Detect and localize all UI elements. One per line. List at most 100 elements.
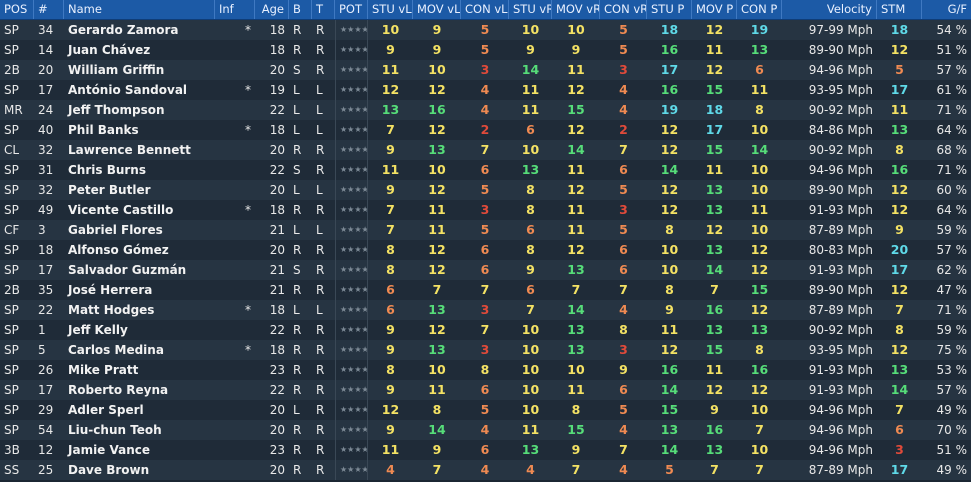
cell-player-name[interactable]: Salvador Guzmán	[68, 263, 187, 277]
cell-gf-ratio: 64 %	[936, 203, 968, 217]
table-row[interactable]: SP 54 Liu-chun Teoh 20 R R ★★★★ 9 14 4 11 15 4 13 16 7 9…	[0, 420, 971, 440]
table-row[interactable]: SP 34 Gerardo Zamora * 18 RR ★★★★★ 10 9 5 10 10 5 18 1…	[0, 20, 971, 40]
cell-throws: R	[316, 163, 325, 177]
col-header-con-p[interactable]: CON P	[737, 0, 782, 19]
cell-con-p: 8	[755, 342, 764, 357]
cell-player-name[interactable]: Peter Butler	[68, 183, 151, 197]
cell-mov-vr: 11	[567, 162, 585, 177]
cell-stu-p: 14	[660, 382, 679, 397]
cell-player-name[interactable]: José Herrera	[68, 283, 153, 297]
cell-throws: L	[316, 223, 323, 237]
col-header-stm[interactable]: STM	[877, 0, 922, 19]
cell-stamina: 20	[890, 242, 909, 257]
cell-player-name[interactable]: António Sandoval	[68, 83, 188, 97]
cell-player-name[interactable]: Jeff Thompson	[68, 103, 165, 117]
cell-con-p: 12	[750, 242, 769, 257]
cell-bats: S	[293, 63, 301, 77]
cell-inf	[215, 320, 255, 340]
cell-player-name[interactable]: Adler Sperl	[68, 403, 144, 417]
table-row[interactable]: 3B 12 Jamie Vance 23 R R ★★★★ 11 9 6 13 9 7 14 13 10 94-…	[0, 440, 971, 460]
cell-player-name[interactable]: Alfonso Gómez	[68, 243, 169, 257]
table-row[interactable]: CL 32 Lawrence Bennett 20 R R ★★★★ 9 13 7 10 14 7 12 1…	[0, 140, 971, 160]
table-row[interactable]: SP 1 Jeff Kelly 22 R R ★★★★ 9 12 7 10 13 8 11 13 13 90-9…	[0, 320, 971, 340]
cell-player-name[interactable]: Chris Burns	[68, 163, 146, 177]
cell-player-name[interactable]: Jamie Vance	[68, 443, 151, 457]
cell-player-name[interactable]: Mike Pratt	[68, 363, 139, 377]
cell-con-vl: 4	[480, 422, 490, 437]
table-row[interactable]: SP 18 Alfonso Gómez 20 R R ★★★★ 8 12 6 8 12 6 10 13 12 8…	[0, 240, 971, 260]
table-row[interactable]: SP 32 Peter Butler 20 L L ★★★★ 9 12 5 8 12 5 12 13 10 89…	[0, 180, 971, 200]
cell-stu-p: 12	[660, 142, 679, 157]
cell-mov-vr: 13	[567, 342, 585, 357]
cell-player-name[interactable]: Juan Chávez	[68, 43, 151, 57]
table-row[interactable]: 2B 20 William Griffin 20 S R ★★★★★ 11 10 3 14 11 3 17…	[0, 60, 971, 80]
table-row[interactable]: 2B 35 José Herrera 21 R R ★★★★ 6 7 7 6 7 7 8 7 15 89-90 …	[0, 280, 971, 300]
cell-age: 22	[269, 323, 285, 337]
table-row[interactable]: SP 26 Mike Pratt 23 R R ★★★★ 8 10 8 10 10 9 16 11 16 91-…	[0, 360, 971, 380]
cell-inf: *	[245, 343, 251, 357]
table-row[interactable]: MR 24 Jeff Thompson 22 L L ★★★★★ 13 16 4 11 15 4 19 18…	[0, 100, 971, 120]
cell-con-p: 13	[750, 322, 769, 337]
cell-player-name[interactable]: Carlos Medina	[68, 343, 164, 357]
table-row[interactable]: CF 3 Gabriel Flores 21 L L ★★★★ 7 11 5 6 11 5 8 12 10 87…	[0, 220, 971, 240]
col-header-mov-vl[interactable]: MOV vL	[413, 0, 461, 19]
cell-player-name[interactable]: William Griffin	[68, 63, 165, 77]
col-header-mov-vr[interactable]: MOV vR	[552, 0, 600, 19]
table-row[interactable]: SP 5 Carlos Medina * 18 R R ★★★★ 9 13 3 10 13 3 12 15 8 9…	[0, 340, 971, 360]
table-row[interactable]: SP 40 Phil Banks * 18 L L ★★★★ 7 12 2 6 12 2 12 17 10 84-…	[0, 120, 971, 140]
table-row[interactable]: SP 29 Adler Sperl 20 L R ★★★★ 12 8 5 10 8 5 15 9 10 94-9…	[0, 400, 971, 420]
table-row[interactable]: SP 14 Juan Chávez 18 RR ★★★★★ 9 9 5 9 9 5 16 11 13 89-9…	[0, 40, 971, 60]
cell-velocity: 90-92 Mph	[808, 103, 873, 117]
col-header-con-vr[interactable]: CON vR	[600, 0, 647, 19]
cell-stu-vr: 8	[526, 182, 535, 197]
cell-player-name[interactable]: Gabriel Flores	[68, 223, 163, 237]
cell-player-name[interactable]: Lawrence Bennett	[68, 143, 191, 157]
cell-player-name[interactable]: Vicente Castillo	[68, 203, 174, 217]
table-row[interactable]: SS 25 Dave Brown 20 R R ★★★★ 4 7 4 4 7 4 5 7 7 87-89 Mph…	[0, 460, 971, 480]
cell-player-name[interactable]: Gerardo Zamora	[68, 23, 179, 37]
table-row[interactable]: SP 49 Vicente Castillo * 18 R R ★★★★ 7 11 3 8 11 3 12 1…	[0, 200, 971, 220]
table-row[interactable]: SP 17 António Sandoval * 19 L L ★★★★★ 12 12 4 11 12 4…	[0, 80, 971, 100]
cell-number: 32	[38, 143, 54, 157]
col-header-velocity[interactable]: Velocity	[782, 0, 877, 19]
table-row[interactable]: SP 17 Salvador Guzmán 21 S R ★★★★ 8 12 6 9 13 6 10 14 1…	[0, 260, 971, 280]
cell-stu-p: 11	[660, 322, 679, 337]
col-header-stu-vl[interactable]: STU vL	[368, 0, 413, 19]
col-header-name[interactable]: Name	[64, 0, 215, 19]
cell-throws: R	[316, 263, 325, 277]
col-header-age[interactable]: Age	[255, 0, 289, 19]
col-header-pot[interactable]: POT	[335, 0, 368, 19]
cell-player-name[interactable]: Matt Hodges	[68, 303, 155, 317]
cell-player-name[interactable]: Dave Brown	[68, 463, 150, 477]
cell-player-name[interactable]: Jeff Kelly	[68, 323, 128, 337]
table-row[interactable]: SP 17 Roberto Reyna 22 R R ★★★★ 9 11 6 10 11 6 14 12 12…	[0, 380, 971, 400]
cell-stu-vl: 4	[386, 462, 395, 477]
cell-velocity: 87-89 Mph	[808, 223, 873, 237]
cell-pos: SP	[4, 323, 19, 337]
col-header-pos[interactable]: POS	[0, 0, 34, 19]
col-header-stu-vr[interactable]: STU vR	[509, 0, 552, 19]
cell-player-name[interactable]: Roberto Reyna	[68, 383, 169, 397]
cell-bats: L	[293, 303, 300, 317]
cell-throws: L	[316, 303, 323, 317]
cell-bats: L	[293, 103, 300, 117]
cell-age: 22	[269, 383, 285, 397]
col-header-mov-p[interactable]: MOV P	[692, 0, 737, 19]
cell-age: 20	[269, 63, 285, 77]
col-header-con-vl[interactable]: CON vL	[461, 0, 509, 19]
cell-player-name[interactable]: Phil Banks	[68, 123, 139, 137]
cell-con-vr: 5	[619, 402, 628, 417]
col-header-gf[interactable]: G/F	[947, 2, 967, 16]
col-header-throws[interactable]: T	[312, 0, 335, 19]
cell-stu-p: 10	[660, 262, 679, 277]
cell-player-name[interactable]: Liu-chun Teoh	[68, 423, 162, 437]
col-header-inf[interactable]: Inf	[215, 0, 255, 19]
col-header-num[interactable]: #	[34, 0, 64, 19]
cell-throws: L	[316, 183, 323, 197]
cell-stu-vr: 10	[521, 362, 540, 377]
col-header-bats[interactable]: B	[289, 0, 312, 19]
table-row[interactable]: SP 22 Matt Hodges * 18 L L ★★★★ 6 13 3 7 14 4 9 16 12 87-…	[0, 300, 971, 320]
table-row[interactable]: SP 31 Chris Burns 22 S R ★★★★ 11 10 6 13 11 6 14 11 10 9…	[0, 160, 971, 180]
col-header-stu-p[interactable]: STU P	[647, 0, 692, 19]
